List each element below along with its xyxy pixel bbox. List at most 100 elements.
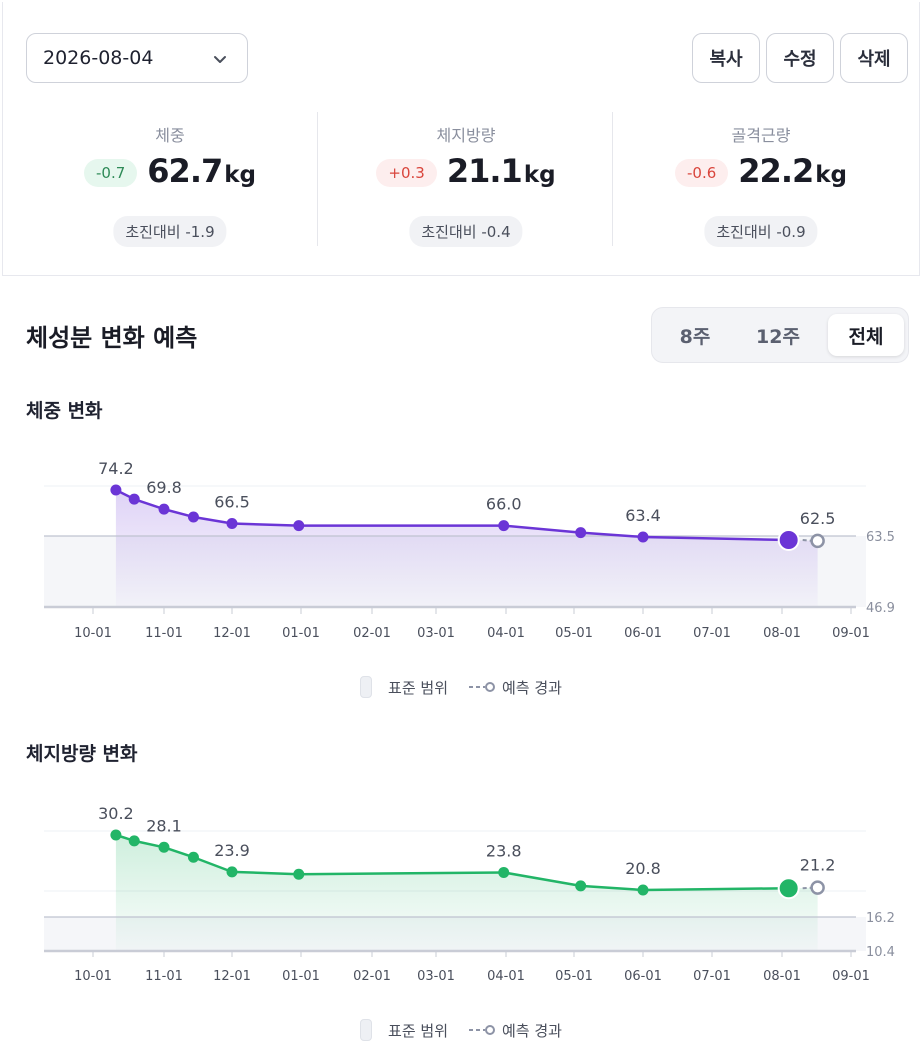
metric-value: 21.1 [446, 152, 523, 190]
x-tick-label: 09-01 [832, 969, 870, 984]
x-tick-label: 11-01 [145, 626, 183, 641]
data-label: 66.5 [214, 492, 250, 511]
copy-button[interactable]: 복사 [692, 33, 760, 83]
x-tick-label: 01-01 [282, 969, 320, 984]
standard-range-swatch [360, 1019, 373, 1041]
chart-legend: 표준 범위 예측 경과 [0, 1019, 922, 1041]
series-line [115, 488, 789, 542]
x-tick-label: 05-01 [555, 969, 593, 984]
reference-label: 10.4 [866, 945, 895, 960]
series-line [115, 833, 789, 892]
prediction-point [810, 880, 825, 895]
prediction-point [810, 533, 825, 549]
metric-label: 체중 [155, 126, 185, 145]
data-point [498, 866, 510, 878]
data-point [226, 866, 238, 878]
data-point [498, 520, 510, 532]
chart-legend: 표준 범위 예측 경과 [0, 676, 922, 698]
chart-title-body-fat: 체지방량 변화 [26, 743, 138, 765]
baseline-badge: 초진대비 -1.9 [113, 216, 227, 247]
date-select[interactable]: 2026-08-04 [26, 33, 248, 83]
data-label: 23.9 [214, 841, 250, 860]
x-tick-label: 04-01 [487, 626, 525, 641]
data-label: 30.2 [98, 804, 134, 823]
data-point [226, 517, 238, 529]
legend-prediction-label: 예측 경과 [502, 1021, 562, 1040]
data-label: 74.2 [98, 459, 134, 478]
metric-unit: kg [523, 162, 556, 188]
metric-unit: kg [815, 162, 847, 188]
data-point [110, 484, 122, 496]
prediction-line-icon [469, 1025, 495, 1035]
data-point [293, 520, 305, 532]
delta-badge: -0.7 [84, 159, 138, 187]
chart-title-weight: 체중 변화 [26, 400, 103, 422]
current-point [777, 877, 800, 900]
x-tick-label: 10-01 [74, 969, 112, 984]
delta-badge: -0.6 [675, 159, 729, 187]
data-label: 28.1 [146, 816, 182, 835]
date-select-value: 2026-08-04 [43, 47, 154, 69]
data-point [637, 884, 649, 896]
current-point [777, 529, 800, 551]
metric-label: 체지방량 [436, 126, 496, 145]
range-option-12w[interactable]: 12주 [756, 325, 800, 348]
x-tick-label: 12-01 [213, 969, 251, 984]
legend-standard-label: 표준 범위 [388, 678, 448, 697]
data-point [128, 493, 140, 505]
x-tick-label: 07-01 [693, 969, 731, 984]
metric-unit: kg [224, 162, 256, 188]
standard-range-swatch [360, 676, 373, 698]
area-fill [115, 835, 818, 951]
x-tick-label: 02-01 [353, 969, 391, 984]
x-tick-label: 01-01 [282, 626, 320, 641]
legend-prediction-label: 예측 경과 [502, 678, 562, 697]
x-tick-label: 09-01 [832, 626, 870, 641]
data-point [187, 851, 199, 863]
reference-label: 16.2 [866, 911, 895, 926]
edit-button[interactable]: 수정 [766, 33, 834, 83]
data-point [158, 503, 170, 515]
data-point [637, 531, 649, 543]
baseline-badge: 초진대비 -0.9 [704, 216, 818, 247]
section-title: 체성분 변화 예측 [26, 324, 198, 352]
legend-standard-label: 표준 범위 [388, 1021, 448, 1040]
data-point [158, 841, 170, 853]
prediction-label: 21.2 [800, 856, 836, 875]
metric-divider [317, 112, 318, 246]
data-label: 66.0 [486, 495, 522, 514]
x-tick-label: 02-01 [353, 626, 391, 641]
range-selector: 8주 12주 전체 [651, 307, 909, 363]
x-tick-label: 11-01 [145, 969, 183, 984]
x-tick-label: 06-01 [624, 626, 662, 641]
x-tick-label: 08-01 [763, 626, 801, 641]
x-tick-label: 06-01 [624, 969, 662, 984]
chevron-down-icon [214, 56, 226, 63]
metric-body-fat: 체지방량 +0.3 21.1 kg 초진대비 -0.4 [320, 112, 612, 247]
range-option-8w[interactable]: 8주 [679, 325, 711, 348]
body-fat-chart: 16.2 10.4 10-01 11-01 12-01 01-01 02-01 03-01 04… [44, 804, 895, 984]
x-tick-label: 04-01 [487, 969, 525, 984]
x-tick-label: 03-01 [417, 969, 455, 984]
reference-label: 46.9 [866, 601, 895, 616]
area-fill [115, 490, 818, 608]
range-option-all[interactable]: 전체 [828, 314, 904, 356]
x-tick-label: 05-01 [555, 626, 593, 641]
metric-value: 62.7 [147, 152, 223, 190]
metric-divider [612, 112, 613, 246]
weight-chart: 63.5 46.9 10-01 11-01 12-01 01-01 02-01 03-01 04… [44, 459, 895, 641]
data-point [110, 829, 122, 841]
legend-prediction: 예측 경과 [468, 677, 562, 698]
x-tick-label: 10-01 [74, 626, 112, 641]
reference-label: 63.5 [866, 530, 895, 545]
delete-button[interactable]: 삭제 [840, 33, 908, 83]
data-point [128, 835, 140, 847]
data-label: 20.8 [625, 859, 661, 878]
x-tick-label: 07-01 [693, 626, 731, 641]
metric-value: 22.2 [738, 152, 814, 190]
legend-prediction: 예측 경과 [468, 1020, 562, 1041]
metric-muscle: 골격근량 -0.6 22.2 kg 초진대비 -0.9 [615, 112, 907, 247]
data-point [575, 880, 587, 892]
x-tick-label: 12-01 [213, 626, 251, 641]
delta-badge: +0.3 [376, 159, 437, 187]
